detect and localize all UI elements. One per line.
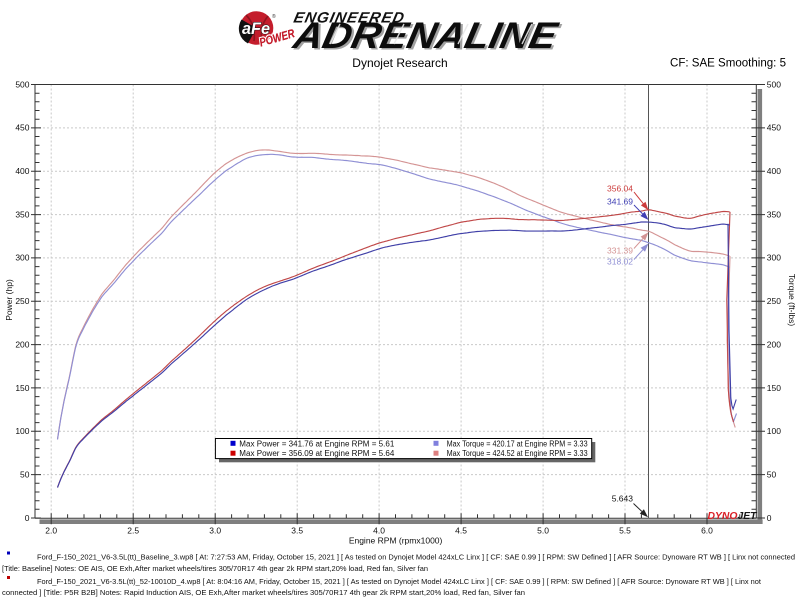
svg-text:Max Torque = 420.17 at Engine: Max Torque = 420.17 at Engine RPM = 3.33 — [447, 439, 588, 448]
svg-text:300: 300 — [15, 253, 29, 263]
svg-text:50: 50 — [767, 469, 777, 479]
svg-text:Max Torque = 424.52 at Engine: Max Torque = 424.52 at Engine RPM = 3.33 — [447, 449, 588, 458]
svg-text:500: 500 — [15, 79, 29, 89]
svg-text:318.02: 318.02 — [607, 256, 633, 266]
svg-text:ADRENALINE: ADRENALINE — [289, 14, 562, 56]
svg-text:3.5: 3.5 — [291, 526, 303, 536]
svg-text:6.0: 6.0 — [701, 526, 713, 536]
svg-text:JET: JET — [738, 510, 759, 522]
svg-text:ADRENALINE: ADRENALINE — [291, 16, 564, 58]
svg-text:Engine RPM (rpmx1000): Engine RPM (rpmx1000) — [349, 536, 443, 546]
svg-text:100: 100 — [15, 426, 29, 436]
svg-text:®: ® — [272, 13, 276, 20]
svg-text:200: 200 — [767, 339, 781, 349]
svg-text:150: 150 — [15, 383, 29, 393]
svg-text:0: 0 — [25, 513, 30, 523]
svg-text:100: 100 — [767, 426, 781, 436]
svg-text:356.04: 356.04 — [607, 183, 633, 193]
svg-text:150: 150 — [767, 383, 781, 393]
svg-text:4.0: 4.0 — [373, 526, 385, 536]
svg-text:300: 300 — [767, 253, 781, 263]
svg-text:Ford_F-150_2021_V6-3.5L(tt)_52: Ford_F-150_2021_V6-3.5L(tt)_52-10010D_4.… — [37, 577, 761, 586]
svg-text:Max Power = 356.09 at Engine R: Max Power = 356.09 at Engine RPM = 5.64 — [239, 449, 395, 458]
svg-text:2.5: 2.5 — [127, 526, 139, 536]
svg-text:aFe: aFe — [242, 20, 270, 38]
svg-text:4.5: 4.5 — [455, 526, 467, 536]
svg-text:DYNO: DYNO — [708, 510, 738, 522]
svg-text:250: 250 — [15, 296, 29, 306]
svg-text:Dynojet Research: Dynojet Research — [352, 56, 447, 70]
svg-text:ENGINEERED: ENGINEERED — [292, 10, 407, 27]
svg-text:341.69: 341.69 — [607, 196, 633, 206]
svg-text:[Title: Baseline] Notes: OE A: [Title: Baseline] Notes: OE AIS, OE Exh,… — [2, 564, 428, 573]
svg-text:450: 450 — [15, 123, 29, 133]
svg-text:5.0: 5.0 — [537, 526, 549, 536]
svg-text:3.0: 3.0 — [209, 526, 221, 536]
svg-text:CF: SAE Smoothing: 5: CF: SAE Smoothing: 5 — [670, 57, 786, 69]
svg-text:Ford_F-150_2021_V6-3.5L(tt)_Ba: Ford_F-150_2021_V6-3.5L(tt)_Baseline_3.w… — [37, 553, 795, 562]
svg-text:0: 0 — [767, 513, 772, 523]
svg-text:250: 250 — [767, 296, 781, 306]
svg-text:200: 200 — [15, 339, 29, 349]
svg-text:400: 400 — [15, 166, 29, 176]
svg-text:Torque (ft-lbs): Torque (ft-lbs) — [787, 274, 797, 327]
svg-text:2.0: 2.0 — [45, 526, 57, 536]
svg-text:Power (hp): Power (hp) — [4, 279, 14, 321]
svg-text:350: 350 — [767, 209, 781, 219]
svg-text:connected ] [Title: P5R B2B]: connected ] [Title: P5R B2B] Notes: Rapi… — [2, 588, 525, 597]
svg-text:400: 400 — [767, 166, 781, 176]
svg-text:331.39: 331.39 — [607, 246, 633, 256]
svg-text:5.643: 5.643 — [612, 494, 634, 504]
svg-text:50: 50 — [20, 469, 30, 479]
svg-text:5.5: 5.5 — [619, 526, 631, 536]
svg-text:350: 350 — [15, 209, 29, 219]
svg-text:Max Power = 341.76 at Engine R: Max Power = 341.76 at Engine RPM = 5.61 — [239, 439, 395, 448]
svg-text:500: 500 — [767, 79, 781, 89]
svg-text:450: 450 — [767, 123, 781, 133]
